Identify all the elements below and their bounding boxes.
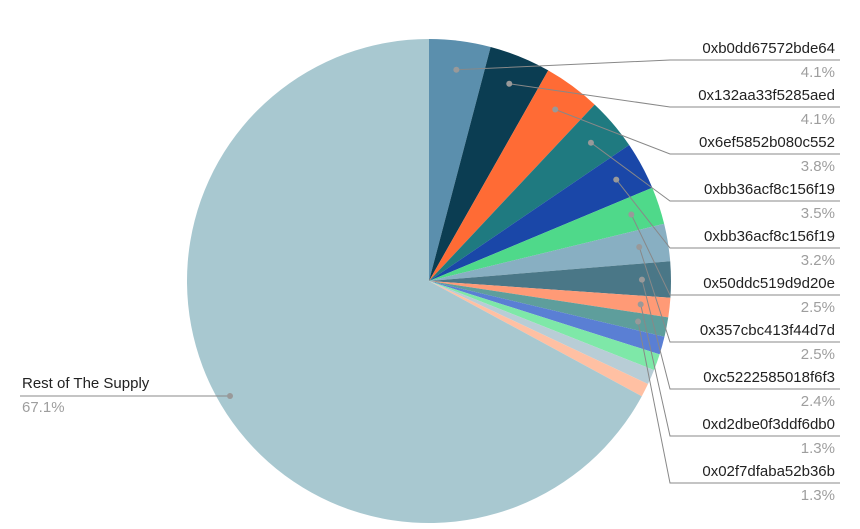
- leader-dot: [628, 211, 635, 218]
- pie-slice: [429, 187, 665, 281]
- leader-dot: [635, 318, 642, 325]
- slice-value-label: 67.1%: [22, 399, 65, 416]
- pie-slice: [429, 281, 648, 397]
- slice-label: 0xd2dbe0f3ddf6db0: [702, 416, 835, 433]
- slice-label: 0x50ddc519d9d20e: [703, 275, 835, 292]
- leader-line: [509, 83, 840, 108]
- pie-slice: [429, 261, 671, 298]
- pie-slice: [429, 223, 671, 281]
- slice-value-label: 3.5%: [801, 205, 835, 222]
- slice-label: 0x02f7dfaba52b36b: [702, 463, 835, 480]
- slice-label: 0x132aa33f5285aed: [698, 87, 835, 104]
- slice-value-label: 4.1%: [801, 111, 835, 128]
- leader-dot: [637, 301, 644, 308]
- leader-dot: [227, 393, 233, 399]
- slice-value-label: 2.5%: [801, 346, 835, 363]
- leader-dot: [453, 66, 460, 73]
- pie-slice: [429, 104, 630, 281]
- slice-label: 0xbb36acf8c156f19: [704, 181, 835, 198]
- slice-value-label: 2.5%: [801, 299, 835, 316]
- slice-value-label: 2.4%: [801, 393, 835, 410]
- pie-slice: [429, 281, 660, 371]
- slice-label: 0x357cbc413f44d7d: [700, 322, 835, 339]
- pie-slice: [429, 281, 665, 355]
- slice-label: 0x6ef5852b080c552: [699, 134, 835, 151]
- leader-line: [555, 109, 840, 155]
- pie-slice: [429, 281, 669, 337]
- leader-line: [640, 304, 840, 437]
- leader-dot: [636, 244, 643, 251]
- pie-slice: [429, 144, 653, 281]
- pie-slice: [429, 46, 549, 281]
- slice-label: 0xbb36acf8c156f19: [704, 228, 835, 245]
- slice-value-label: 1.3%: [801, 487, 835, 504]
- pie-slice: [429, 70, 595, 282]
- leader-dot: [638, 276, 645, 283]
- leader-line: [456, 59, 840, 71]
- pie-slice: [186, 39, 642, 523]
- slice-label: 0xc5222585018f6f3: [703, 369, 835, 386]
- leader-dot: [552, 106, 559, 113]
- leader-dot: [587, 139, 594, 146]
- pie-slice: [429, 281, 655, 385]
- pie-slice: [429, 39, 491, 281]
- leader-dot: [506, 80, 513, 87]
- slice-value-label: 1.3%: [801, 440, 835, 457]
- slice-label: Rest of The Supply: [22, 375, 150, 392]
- leader-line: [641, 279, 840, 390]
- leader-line: [638, 246, 840, 343]
- leader-line: [615, 179, 840, 249]
- leader-dot: [613, 176, 620, 183]
- slice-value-label: 3.8%: [801, 158, 835, 175]
- leader-line: [630, 214, 840, 296]
- leader-line: [590, 142, 840, 202]
- slice-value-label: 3.2%: [801, 252, 835, 269]
- leader-line: [637, 321, 840, 484]
- pie-slice: [429, 281, 671, 318]
- slice-value-label: 4.1%: [801, 64, 835, 81]
- slice-label: 0xb0dd67572bde64: [702, 40, 835, 57]
